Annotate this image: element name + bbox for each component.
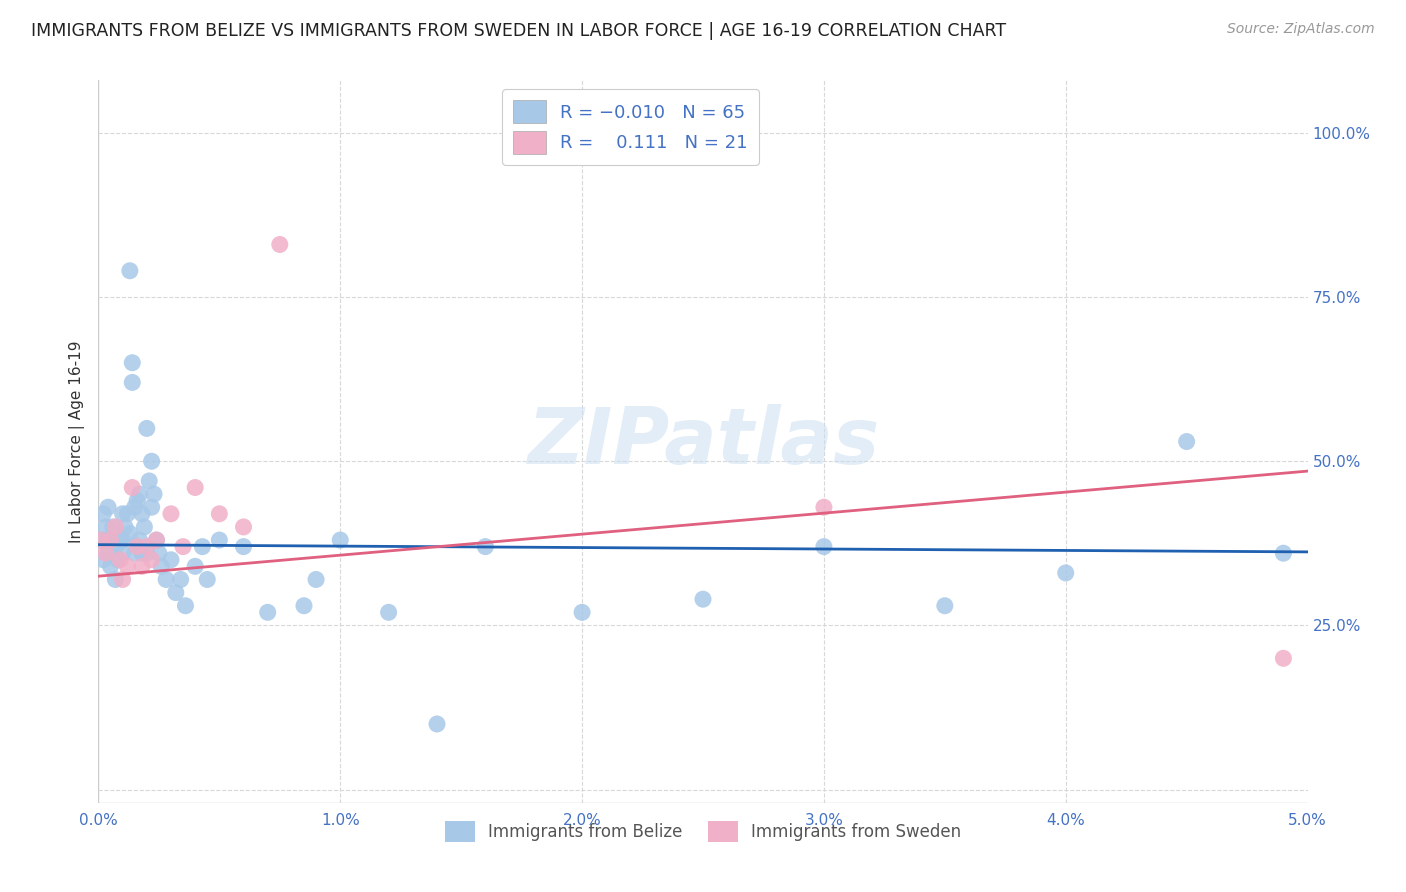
Point [1175,434,1198,449]
Point [94,520,117,534]
Point [138,474,160,488]
Point [813,500,835,515]
Point [91,507,114,521]
Point [232,520,254,534]
Point [124,500,146,515]
Point [145,533,167,547]
Point [90,533,112,547]
Point [114,520,136,534]
Point [195,573,218,587]
Point [111,573,134,587]
Point [141,454,163,468]
Point [111,533,134,547]
Point [121,376,143,390]
Point [107,553,129,567]
Point [97,500,120,515]
Point [104,573,127,587]
Text: Source: ZipAtlas.com: Source: ZipAtlas.com [1227,22,1375,37]
Y-axis label: In Labor Force | Age 16-19: In Labor Force | Age 16-19 [69,340,84,543]
Point [128,487,150,501]
Point [141,500,163,515]
Point [135,540,157,554]
Text: IMMIGRANTS FROM BELIZE VS IMMIGRANTS FROM SWEDEN IN LABOR FORCE | AGE 16-19 CORR: IMMIGRANTS FROM BELIZE VS IMMIGRANTS FRO… [31,22,1007,40]
Point [292,599,315,613]
Text: ZIPatlas: ZIPatlas [527,403,879,480]
Point [174,599,197,613]
Point [208,533,231,547]
Point [155,573,177,587]
Point [90,533,112,547]
Point [813,540,835,554]
Point [97,546,120,560]
Point [118,264,141,278]
Point [104,540,127,554]
Point [127,493,149,508]
Point [329,533,352,547]
Point [169,573,191,587]
Point [131,507,153,521]
Point [150,559,173,574]
Point [108,533,131,547]
Point [148,546,170,560]
Point [128,533,150,547]
Point [100,533,122,547]
Point [191,540,214,554]
Point [94,533,117,547]
Point [184,559,207,574]
Point [118,526,141,541]
Point [377,605,399,619]
Point [165,585,187,599]
Point [131,559,153,574]
Point [692,592,714,607]
Point [127,540,149,554]
Point [160,553,183,567]
Point [91,553,114,567]
Point [121,481,143,495]
Point [1054,566,1077,580]
Point [934,599,956,613]
Point [100,533,122,547]
Point [108,553,131,567]
Point [571,605,593,619]
Point [111,507,134,521]
Point [121,356,143,370]
Point [134,520,156,534]
Point [145,533,167,547]
Point [141,553,163,567]
Point [232,540,254,554]
Point [1272,651,1295,665]
Point [135,546,157,560]
Point [124,546,146,560]
Point [426,717,449,731]
Point [184,481,207,495]
Point [208,507,231,521]
Point [127,540,149,554]
Point [474,540,496,554]
Point [256,605,278,619]
Point [117,507,139,521]
Point [104,520,127,534]
Point [269,237,291,252]
Legend: Immigrants from Belize, Immigrants from Sweden: Immigrants from Belize, Immigrants from … [439,814,967,848]
Point [135,421,157,435]
Point [1272,546,1295,560]
Point [94,546,117,560]
Point [117,559,139,574]
Point [101,520,124,534]
Point [160,507,183,521]
Point [143,487,166,501]
Point [172,540,194,554]
Point [111,546,134,560]
Point [131,546,153,560]
Point [305,573,328,587]
Point [100,559,122,574]
